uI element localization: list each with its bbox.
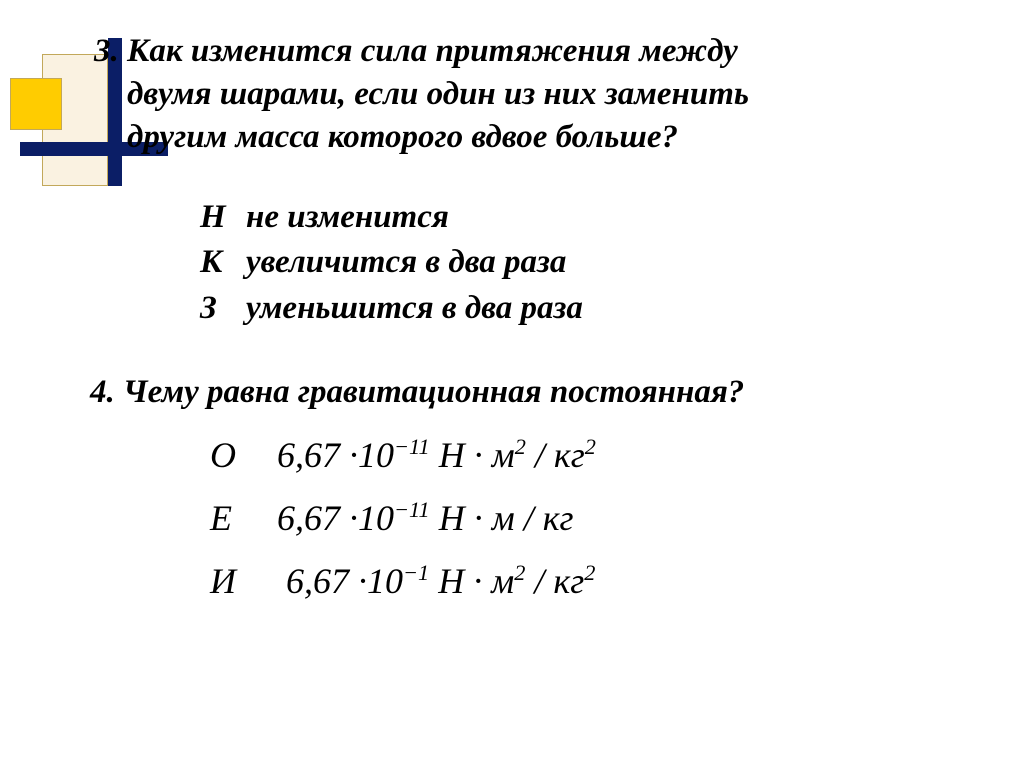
q4-a2-base: 10 [367, 561, 403, 601]
q3-answer-1: Кувеличится в два раза [200, 240, 984, 286]
question-4: 4. Чему равна гравитационная постоянная?… [90, 371, 984, 613]
q4-answer-1-formula: 6,67 ·10−11 Н · м / кг [277, 498, 574, 538]
q3-answer-0: Нне изменится [200, 195, 984, 241]
question-4-text-row: 4. Чему равна гравитационная постоянная? [90, 371, 984, 414]
q4-a0-exp: −11 [394, 434, 430, 459]
q4-answer-1: Е 6,67 ·10−11 Н · м / кг [210, 487, 984, 550]
q3-answer-1-letter: К [200, 240, 246, 286]
q4-a0-N: Н [439, 435, 465, 475]
q4-answer-0-formula: 6,67 ·10−11 Н · м2 / кг2 [277, 435, 596, 475]
q4-a0-base: 10 [358, 435, 394, 475]
question-3-number: 3. [94, 30, 119, 73]
q4-a0-coef: 6,67 [277, 435, 340, 475]
q3-answer-2: Зуменьшится в два раза [200, 286, 984, 332]
q3-answer-0-text: не изменится [246, 199, 449, 235]
q4-answer-0: О 6,67 ·10−11 Н · м2 / кг2 [210, 424, 984, 487]
q4-a2-kg: кг [553, 561, 584, 601]
q4-a2-N: Н [438, 561, 464, 601]
q3-answer-0-letter: Н [200, 195, 246, 241]
q4-a0-mexp: 2 [515, 434, 526, 459]
q4-a1-m: м [492, 498, 515, 538]
q4-a1-exp: −11 [394, 497, 430, 522]
q4-a0-kgexp: 2 [585, 434, 596, 459]
question-3-line2: двумя шарами, если один из них заменить [127, 76, 749, 112]
q4-a1-base: 10 [358, 498, 394, 538]
q4-a2-exp: −1 [403, 560, 429, 585]
question-3-line1: Как изменится сила притяжения между [127, 33, 738, 69]
q4-a1-N: Н [439, 498, 465, 538]
q4-answer-0-letter: О [210, 424, 268, 487]
question-3: 3. Как изменится сила притяжения между д… [90, 30, 984, 331]
question-3-text: 3. Как изменится сила притяжения между д… [90, 30, 984, 159]
question-4-text: Чему равна гравитационная постоянная? [123, 374, 744, 410]
q4-a0-kg: кг [554, 435, 585, 475]
q4-a2-m: м [491, 561, 514, 601]
question-3-answers: Нне изменится Кувеличится в два раза Зум… [90, 195, 984, 332]
q4-answer-1-letter: Е [210, 487, 268, 550]
q3-answer-1-text: увеличится в два раза [246, 244, 566, 280]
q4-a1-kg: кг [543, 498, 574, 538]
q4-a0-m: м [492, 435, 515, 475]
question-4-answers: О 6,67 ·10−11 Н · м2 / кг2 Е 6,67 ·10−11… [90, 424, 984, 613]
q3-answer-2-letter: З [200, 286, 246, 332]
q4-a2-coef: 6,67 [286, 561, 349, 601]
q4-a2-kgexp: 2 [584, 560, 595, 585]
q4-answer-2-formula: 6,67 ·10−1 Н · м2 / кг2 [277, 561, 595, 601]
q4-answer-2: И 6,67 ·10−1 Н · м2 / кг2 [210, 550, 984, 613]
q3-answer-2-text: уменьшится в два раза [246, 290, 583, 326]
q4-a2-mexp: 2 [514, 560, 525, 585]
slide-content: 3. Как изменится сила притяжения между д… [0, 0, 1024, 613]
question-3-line3: другим масса которого вдвое больше? [127, 119, 678, 155]
q4-a1-coef: 6,67 [277, 498, 340, 538]
question-4-number: 4. [90, 371, 115, 414]
q4-answer-2-letter: И [210, 550, 268, 613]
